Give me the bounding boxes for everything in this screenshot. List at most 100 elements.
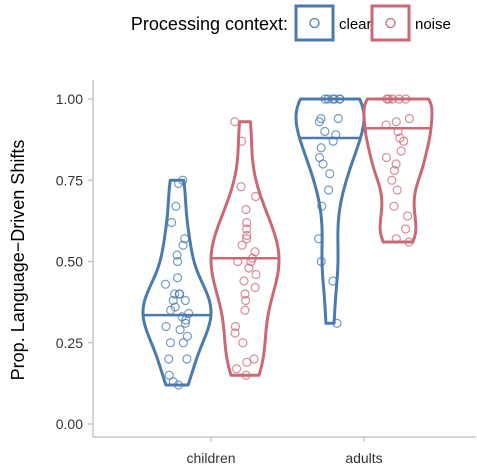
data-point bbox=[316, 143, 326, 153]
data-point bbox=[171, 201, 181, 211]
legend-key-point bbox=[385, 17, 396, 29]
data-point bbox=[175, 289, 185, 299]
data-point bbox=[180, 295, 190, 306]
data-point bbox=[230, 117, 240, 127]
data-point bbox=[383, 94, 394, 104]
legend-key-box bbox=[370, 4, 411, 42]
data-point bbox=[230, 328, 240, 338]
y-axis-title: Prop. Language−Driven Shifts bbox=[8, 140, 28, 381]
plot-frame bbox=[92, 80, 476, 438]
data-point bbox=[402, 211, 413, 221]
data-point bbox=[231, 364, 242, 374]
violin-children-clear bbox=[141, 175, 213, 390]
data-point bbox=[244, 263, 254, 273]
legend-entry-noise: noise bbox=[370, 4, 451, 42]
data-point bbox=[180, 234, 190, 244]
data-point bbox=[401, 94, 411, 104]
data-point bbox=[323, 185, 334, 195]
data-point bbox=[393, 126, 403, 137]
data-point bbox=[242, 234, 252, 244]
legend-label: noise bbox=[415, 16, 451, 33]
data-point bbox=[318, 159, 328, 169]
y-tick-label: 0.75 bbox=[56, 172, 83, 188]
data-point bbox=[400, 224, 411, 234]
data-point bbox=[314, 234, 324, 244]
data-point bbox=[317, 201, 327, 211]
x-tick-label: children bbox=[186, 450, 235, 466]
data-point bbox=[160, 279, 171, 289]
data-point bbox=[249, 354, 259, 364]
data-point bbox=[381, 120, 391, 130]
data-point bbox=[335, 94, 345, 104]
data-point bbox=[242, 217, 252, 228]
data-point bbox=[165, 338, 176, 348]
data-point bbox=[323, 94, 333, 104]
data-point bbox=[240, 295, 251, 306]
data-point bbox=[172, 273, 183, 283]
data-point bbox=[242, 357, 252, 367]
violin-adults-noise bbox=[362, 94, 434, 247]
data-point bbox=[250, 191, 261, 202]
data-point bbox=[387, 175, 397, 185]
data-point bbox=[404, 237, 414, 247]
data-point bbox=[396, 146, 406, 156]
data-point bbox=[320, 126, 330, 137]
y-tick-label: 0.00 bbox=[56, 416, 83, 432]
data-point bbox=[404, 113, 414, 124]
violin-outline bbox=[141, 178, 213, 387]
data-point bbox=[164, 370, 174, 380]
data-point bbox=[394, 94, 404, 104]
data-point bbox=[172, 250, 182, 260]
data-point bbox=[387, 94, 398, 104]
legend-entry-clear: clear bbox=[294, 4, 372, 42]
data-point bbox=[230, 321, 241, 332]
violin-children-noise bbox=[209, 117, 281, 380]
data-point bbox=[329, 94, 340, 104]
violin-outline bbox=[294, 97, 366, 325]
legend: Processing context: clear noise bbox=[131, 4, 451, 42]
data-point bbox=[237, 136, 247, 146]
data-point bbox=[166, 305, 176, 315]
data-point bbox=[389, 201, 399, 211]
data-point bbox=[241, 204, 251, 215]
data-point bbox=[328, 136, 338, 146]
data-point bbox=[240, 305, 250, 315]
data-point bbox=[328, 276, 338, 286]
data-point bbox=[182, 354, 192, 364]
data-point bbox=[389, 165, 400, 176]
violins bbox=[141, 94, 434, 390]
data-point bbox=[168, 295, 178, 306]
y-tick-label: 1.00 bbox=[56, 91, 83, 107]
data-point bbox=[316, 256, 326, 267]
data-point bbox=[180, 318, 191, 328]
data-point bbox=[175, 325, 185, 335]
data-point bbox=[166, 217, 177, 228]
x-axis-ticks: children adults bbox=[186, 437, 383, 466]
data-point bbox=[391, 159, 401, 169]
violin-outline bbox=[362, 97, 434, 244]
data-point bbox=[173, 380, 184, 390]
data-point bbox=[238, 338, 248, 348]
data-point bbox=[391, 234, 401, 244]
data-point bbox=[239, 276, 249, 286]
data-point bbox=[392, 185, 402, 195]
x-tick-label: adults bbox=[345, 450, 382, 466]
data-point bbox=[182, 331, 192, 341]
data-point bbox=[233, 256, 243, 267]
legend-key-point bbox=[309, 17, 320, 29]
data-point bbox=[314, 117, 325, 127]
data-point bbox=[237, 240, 247, 250]
y-tick-label: 0.25 bbox=[56, 335, 83, 351]
data-point bbox=[250, 282, 260, 293]
data-point bbox=[242, 230, 252, 241]
data-point bbox=[164, 354, 174, 364]
violin-outline bbox=[209, 120, 281, 377]
data-point bbox=[332, 318, 342, 328]
data-point bbox=[240, 289, 250, 299]
data-point bbox=[333, 113, 343, 124]
data-point bbox=[178, 240, 188, 250]
data-point bbox=[241, 370, 251, 380]
y-axis-ticks: 0.00 0.25 0.50 0.75 1.00 bbox=[56, 91, 93, 432]
data-point bbox=[161, 321, 171, 332]
data-point bbox=[178, 338, 188, 348]
